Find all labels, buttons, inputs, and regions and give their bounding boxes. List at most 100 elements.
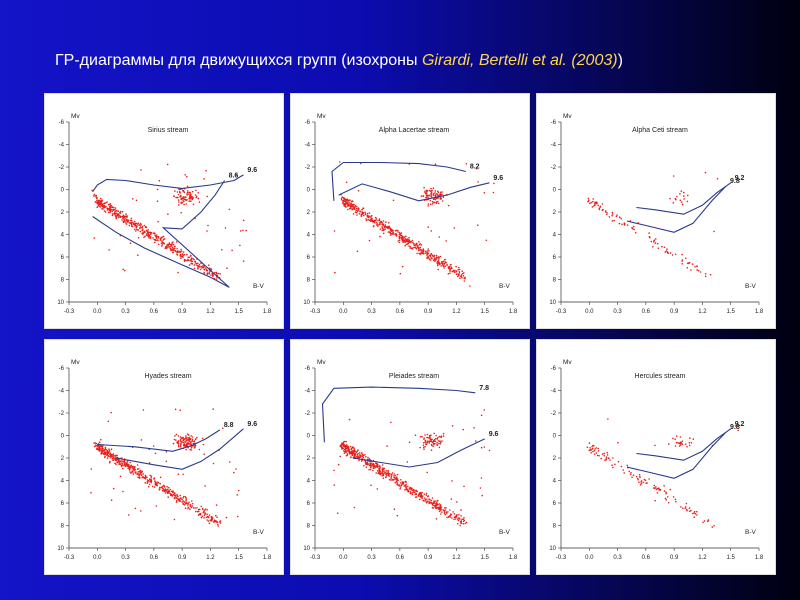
data-point [204,513,206,515]
data-point [372,463,374,466]
x-tick-label: 1.5 [481,555,490,561]
data-point [439,436,442,438]
data-point [150,231,153,234]
data-point [424,497,426,499]
data-point [178,190,181,193]
data-point [190,200,192,202]
data-point [132,198,134,200]
data-point [431,189,433,192]
data-point [428,434,431,437]
data-point [398,237,401,240]
data-point [152,237,154,239]
data-point [433,257,436,259]
data-point [459,524,461,527]
data-point [377,225,379,227]
data-point [457,523,459,525]
data-point [442,435,445,437]
data-point [409,246,411,248]
data-point [159,482,161,485]
data-point [353,206,355,208]
isochrone-line [636,428,732,461]
data-point [653,240,655,242]
data-point [99,447,101,449]
x-tick-label: 1.8 [755,555,764,561]
data-point [132,469,135,471]
data-point [399,482,402,484]
data-point [340,197,343,200]
data-point [129,467,131,469]
data-point [403,236,406,238]
data-point [366,212,369,215]
data-point [683,198,685,200]
data-point [629,473,632,476]
data-point [215,504,218,506]
data-point [175,241,178,243]
data-point [343,452,346,454]
data-point [96,206,98,208]
data-point [101,203,103,205]
data-point [433,502,435,504]
x-tick-label: 0.9 [178,309,187,315]
data-point [165,460,168,463]
data-point [174,250,177,252]
data-point [157,220,159,223]
data-point [704,171,707,174]
data-point [118,463,120,466]
data-point [438,510,441,513]
data-point [424,439,427,442]
data-point [441,511,443,513]
data-point [450,498,453,500]
data-point [175,501,178,503]
data-point [459,275,462,277]
data-point [147,235,150,238]
data-point [655,488,658,491]
data-point [151,485,154,488]
data-point [345,454,348,457]
data-point [653,484,656,487]
data-point [137,229,139,231]
data-point [109,453,111,456]
data-point [438,197,440,199]
data-point [438,442,440,445]
data-point [455,271,457,273]
data-point [177,251,180,253]
data-point [195,438,197,440]
data-point [137,222,140,224]
data-point [375,462,377,465]
data-point [423,186,425,189]
y-tick-label: -4 [305,143,311,149]
data-point [665,492,667,495]
x-tick-label: 0.0 [93,555,102,561]
data-point [711,526,714,528]
data-point [212,274,214,276]
data-point [441,193,443,196]
data-point [239,244,241,247]
data-point [465,163,468,165]
data-point [381,227,384,230]
data-point [111,213,114,215]
data-point [183,445,185,447]
data-point [434,258,436,261]
x-tick-label: 1.8 [263,555,272,561]
data-point [171,243,173,246]
data-point [439,505,441,508]
data-point [237,489,240,492]
data-point [121,460,123,462]
data-point [620,218,622,220]
data-point [606,213,608,216]
data-point [441,261,443,263]
data-point [93,195,95,197]
data-point [674,498,677,501]
data-point [445,511,448,513]
data-point [143,230,146,233]
data-point [103,210,106,212]
data-point [138,474,140,477]
data-point [382,229,385,232]
y-tick-label: 8 [553,524,557,530]
data-point [353,454,356,456]
isochrone-line [626,185,727,233]
y-tick-label: 6 [307,501,311,507]
data-point [419,446,421,449]
data-point [365,462,367,464]
data-point [116,214,119,217]
